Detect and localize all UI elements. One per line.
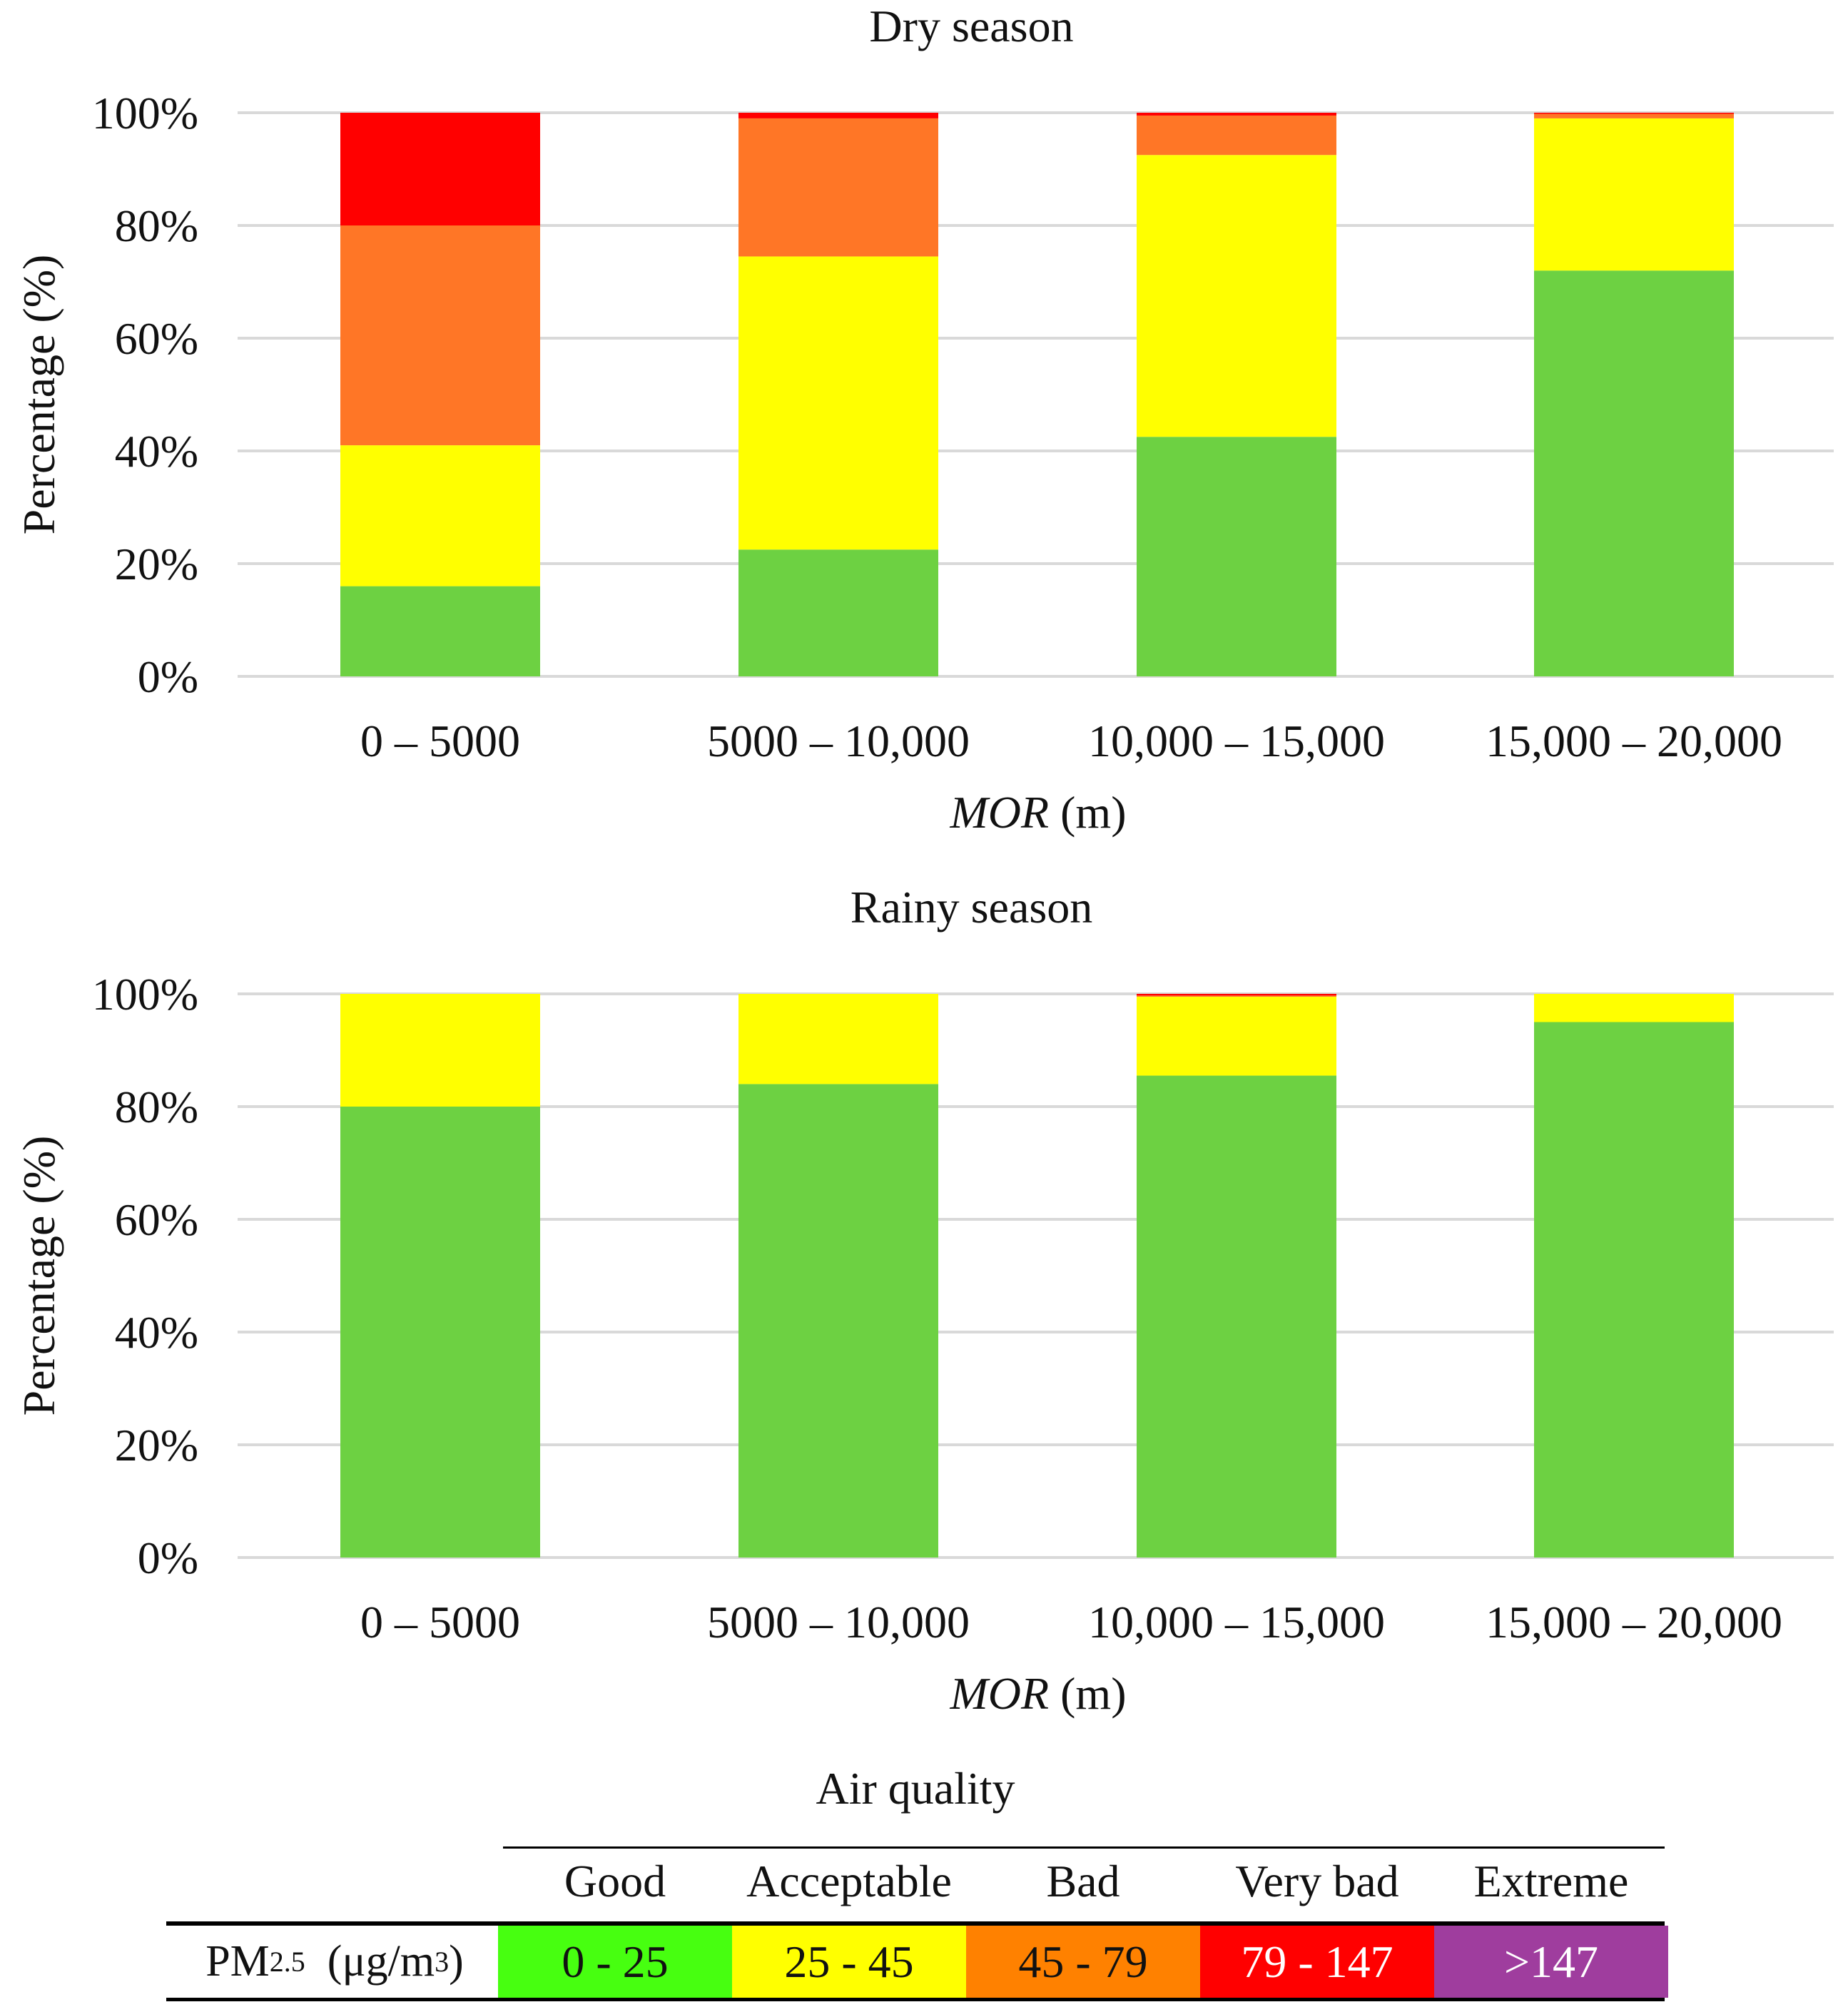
bar-segment-very-bad [340, 113, 540, 225]
y-tick-label: 80% [115, 200, 198, 251]
bar-segment-acceptable [1137, 155, 1336, 437]
x-tick-label: 5000 – 10,000 [707, 716, 970, 766]
pm-subscript: 2.5 [269, 1946, 305, 1978]
bar-segment-very-bad [1137, 994, 1336, 996]
bar-segment-good [1534, 1022, 1734, 1558]
x-tick-label: 5000 – 10,000 [707, 1597, 970, 1647]
bar-segment-good [1137, 1075, 1336, 1558]
legend-category-label: Extreme [1473, 1856, 1629, 1906]
bar-segment-acceptable [340, 445, 540, 586]
bar-segment-good [1137, 437, 1336, 676]
y-tick-label: 80% [115, 1082, 198, 1132]
legend-row-label: PM 2.5 (μg/m 3) [166, 1926, 503, 1998]
bar-segment-acceptable [738, 256, 938, 550]
pm-unit-superscript: 3 [435, 1946, 450, 1978]
legend-mid-rule [166, 1921, 1665, 1926]
x-tick-label: 15,000 – 20,000 [1486, 1597, 1782, 1647]
x-axis-title: MOR (m) [949, 787, 1126, 838]
y-tick-label: 60% [115, 313, 198, 364]
bar-segment-acceptable [1534, 118, 1734, 271]
legend-range-cell: 79 - 147 [1200, 1926, 1434, 1998]
y-tick-label: 100% [92, 88, 198, 138]
bar-segment-very-bad [1534, 113, 1734, 114]
x-axis-title: MOR (m) [949, 1668, 1126, 1719]
bar-segment-bad [1137, 115, 1336, 156]
chart-title: Rainy season [851, 882, 1093, 933]
bar-segment-acceptable [340, 994, 540, 1107]
bar-segment-bad [1137, 995, 1336, 997]
legend-category-label: Good [564, 1856, 666, 1906]
y-tick-label: 40% [115, 426, 198, 477]
bar-segment-bad [738, 118, 938, 257]
y-tick-label: 100% [92, 969, 198, 1020]
bar-segment-very-bad [738, 113, 938, 118]
pm-unit-close: ) [449, 1937, 464, 1986]
y-tick-label: 20% [115, 539, 198, 589]
legend-category-label: Bad [1046, 1856, 1120, 1906]
bar-segment-good [340, 586, 540, 676]
bar-segment-acceptable [738, 994, 938, 1084]
legend-title: Air quality [816, 1763, 1015, 1814]
y-axis-title: Percentage (%) [14, 1136, 64, 1416]
charts-canvas: Dry season 0% 20% 40% 60% 80% 100% 0 – 5000 5000… [14, 1, 1834, 1719]
legend-category-label: Acceptable [746, 1856, 952, 1906]
chart-title: Dry season [869, 1, 1073, 51]
y-tick-label: 20% [115, 1420, 198, 1470]
bar-segment-good [738, 549, 938, 676]
x-tick-label: 0 – 5000 [360, 716, 520, 766]
x-tick-label: 10,000 – 15,000 [1088, 1597, 1385, 1647]
legend-range-cell: 25 - 45 [732, 1926, 966, 1998]
x-tick-label: 10,000 – 15,000 [1088, 716, 1385, 766]
pm-unit: (μg/m [327, 1937, 435, 1986]
legend-category-label: Very bad [1235, 1856, 1399, 1906]
legend-bottom-rule [166, 1998, 1665, 2001]
legend-range-cell: 0 - 25 [498, 1926, 732, 1998]
bar-segment-good [340, 1107, 540, 1558]
bar-segment-very-bad [1137, 113, 1336, 116]
x-tick-label: 0 – 5000 [360, 1597, 520, 1647]
bar-segment-good [1534, 270, 1734, 676]
bar-segment-acceptable [1534, 994, 1734, 1022]
legend-range-cell: 45 - 79 [966, 1926, 1200, 1998]
y-axis-title: Percentage (%) [14, 255, 64, 535]
y-tick-label: 60% [115, 1194, 198, 1245]
y-tick-label: 0% [138, 651, 198, 702]
bar-segment-bad [340, 225, 540, 446]
legend-range-cell: >147 [1434, 1926, 1668, 1998]
y-tick-label: 0% [138, 1533, 198, 1583]
bar-segment-bad [1534, 113, 1734, 118]
x-tick-label: 15,000 – 20,000 [1486, 716, 1782, 766]
y-tick-label: 40% [115, 1307, 198, 1358]
bar-segment-good [738, 1084, 938, 1558]
legend-top-rule [503, 1846, 1665, 1849]
pm-label: PM [205, 1937, 270, 1986]
bar-segment-acceptable [1137, 996, 1336, 1076]
